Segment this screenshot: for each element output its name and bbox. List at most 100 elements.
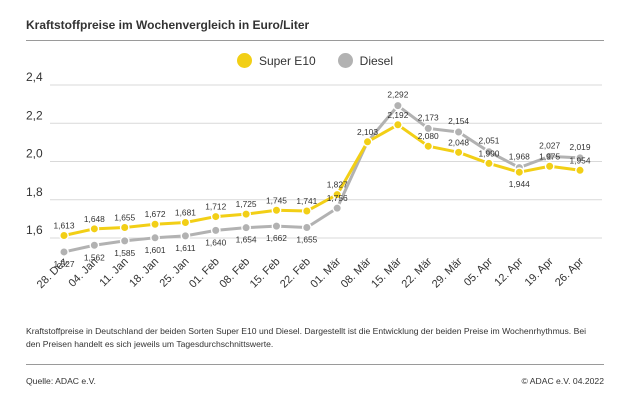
data-label-super-e10: 2,192 [387,110,408,120]
series-line-diesel [63,104,581,254]
x-tick-label: 01. Feb [187,256,222,291]
data-point-diesel [150,232,160,243]
data-label-super-e10: 2,080 [418,131,439,141]
data-point-diesel [575,152,585,163]
data-label-diesel: 1,640 [205,237,226,247]
data-point-super-e10 [423,141,434,152]
data-point-diesel [271,221,282,232]
x-tick-label: 18. Jan [127,256,161,290]
data-point-super-e10 [544,161,555,172]
bottom-divider [26,364,604,365]
data-point-super-e10 [484,158,494,169]
data-point-diesel [484,146,494,157]
x-tick-label: 26. Apr [553,255,586,288]
chart-description: Kraftstoffpreise in Deutschland der beid… [26,326,587,349]
y-tick-label: 1,8 [26,185,43,199]
data-label-diesel: 2,027 [539,140,560,150]
data-label-diesel: 1,654 [236,235,257,245]
legend-dot-diesel-icon [337,53,353,68]
data-label-diesel: 1,968 [509,152,530,162]
data-label-diesel: 2,051 [478,136,499,146]
data-label-super-e10: 1,990 [478,148,499,158]
x-tick-label: 08. Mär [339,255,374,290]
copyright-note: © ADAC e.V. 04.2022 [521,376,604,386]
data-point-super-e10 [119,222,130,233]
x-tick-label: 22. Feb [278,256,313,291]
data-point-super-e10 [89,223,100,234]
data-label-super-e10: 1,725 [236,199,257,209]
data-point-diesel [392,100,403,111]
data-point-diesel [332,203,343,214]
data-label-diesel: 1,662 [266,233,287,243]
legend-item-diesel: Diesel [337,53,394,68]
data-label-super-e10: 2,048 [448,137,469,147]
data-point-diesel [119,235,130,246]
data-label-super-e10: 1,655 [114,212,135,222]
data-point-super-e10 [575,165,585,176]
data-label-diesel: 2,292 [387,90,408,100]
x-tick-label: 12. Apr [492,255,525,288]
data-point-super-e10 [210,211,221,222]
data-point-super-e10 [332,189,343,200]
source-note: Quelle: ADAC e.V. [26,376,96,386]
legend-label-diesel: Diesel [359,53,394,68]
data-label-diesel: 1,756 [327,193,348,203]
x-tick-label: 15. Feb [248,256,283,291]
data-label-super-e10: 1,975 [539,151,560,161]
data-point-diesel [59,247,69,257]
legend-label-super-e10: Super E10 [258,53,316,68]
data-label-diesel: 1,527 [54,259,75,269]
data-label-super-e10: 1,613 [54,221,75,231]
data-point-super-e10 [392,119,403,130]
data-point-diesel [423,123,434,134]
x-tick-label: 08. Feb [217,256,252,291]
y-tick-label: 2,0 [26,147,43,161]
data-point-super-e10 [453,147,464,158]
data-point-super-e10 [301,206,312,216]
chart-legend: Super E10 Diesel [0,53,630,68]
data-label-diesel: 1,585 [114,248,135,258]
data-point-diesel [89,240,100,251]
x-tick-label: 05. Apr [462,255,495,288]
data-label-diesel: 1,655 [296,234,317,244]
data-point-super-e10 [150,219,160,230]
data-label-super-e10: 1,741 [296,196,317,206]
data-label-super-e10: 1,672 [145,209,166,219]
y-tick-label: 2,2 [26,108,43,122]
data-point-diesel [180,230,191,241]
x-tick-label: 22. Mär [399,255,434,290]
data-label-diesel: 1,601 [145,245,166,255]
x-tick-label: 19. Apr [523,255,556,288]
data-label-super-e10: 1,712 [205,202,226,212]
x-tick-label: 15. Mär [369,255,404,290]
data-point-diesel [210,225,221,236]
chart-title: Kraftstoffpreise im Wochenvergleich in E… [26,18,310,32]
data-point-diesel [301,222,312,233]
data-label-super-e10: 1,954 [570,155,591,165]
legend-dot-super-e10-icon [236,53,252,68]
data-label-super-e10: 1,745 [266,195,287,205]
data-label-super-e10: 1,648 [84,214,105,224]
data-point-super-e10 [362,136,373,147]
data-point-super-e10 [514,167,525,178]
data-label-super-e10: 1,944 [509,179,530,189]
data-point-diesel [241,222,252,233]
y-tick-label: 2,4 [26,70,43,84]
y-tick-label: 1,6 [26,223,43,237]
data-label-diesel: 2,173 [418,112,439,122]
data-label-diesel: 2,019 [570,142,591,152]
data-label-diesel: 1,611 [175,243,196,253]
series-line-super-e10 [63,123,581,237]
top-divider [26,40,604,41]
data-point-diesel [544,151,555,162]
data-label-super-e10: 2,103 [357,127,378,137]
data-label-diesel: 1,562 [84,252,105,262]
data-label-super-e10: 1,681 [175,208,196,218]
data-point-diesel [453,127,464,137]
data-point-super-e10 [59,230,69,241]
data-label-diesel: 2,154 [448,116,469,126]
data-point-super-e10 [241,209,252,219]
x-tick-label: 29. Mär [430,255,465,290]
x-tick-label: 01. Mär [308,255,343,290]
